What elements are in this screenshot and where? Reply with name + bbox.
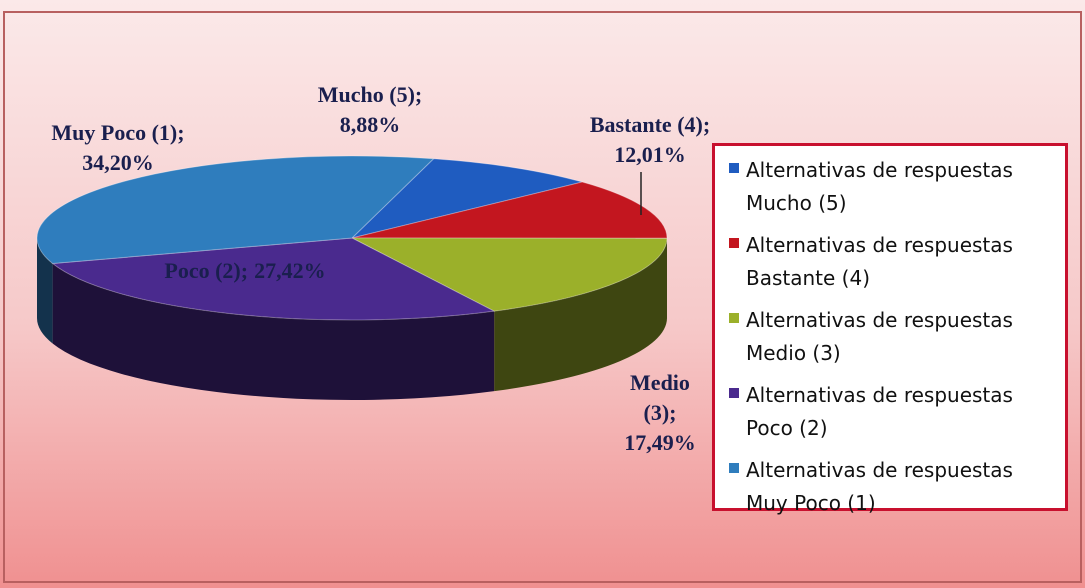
data-label-value: 27,42% [254, 258, 326, 283]
legend-swatch [729, 238, 739, 248]
data-label-value: 34,20% [82, 150, 154, 175]
legend-item: Alternativas de respuestas Medio (3) [729, 304, 1055, 370]
legend-label: Alternativas de respuestas Mucho (5) [746, 158, 1013, 215]
legend-swatch [729, 463, 739, 473]
pie-slice [351, 181, 668, 239]
data-label-category: Bastante (4); [590, 112, 710, 137]
data-label-category: Medio (3); [630, 370, 690, 425]
legend: Alternativas de respuestas Mucho (5) Alte… [712, 143, 1068, 515]
pie-slice [350, 158, 585, 239]
pie-side [52, 263, 495, 400]
plot-border [3, 11, 1082, 583]
pie-side [37, 238, 53, 344]
legend-swatch [729, 388, 739, 398]
legend-label: Alternativas de respuestas Bastante (4) [746, 233, 1013, 290]
data-label: Poco (2); 27,42% [164, 258, 325, 283]
data-label-value: 12,01% [614, 142, 686, 167]
data-label-category: Mucho (5); [318, 82, 422, 107]
legend-item: Alternativas de respuestas Muy Poco (1) [729, 454, 1055, 520]
legend-item: Alternativas de respuestas Mucho (5) [729, 154, 1055, 220]
data-label: Bastante (4); 12,01% [590, 112, 710, 167]
legend-label: Alternativas de respuestas Poco (2) [746, 383, 1013, 440]
data-label-category: Poco (2); [164, 258, 248, 283]
legend-swatch [729, 313, 739, 323]
data-label-value: 17,49% [624, 430, 696, 455]
data-label-category: Muy Poco (1); [51, 120, 184, 145]
data-label: Muy Poco (1); 34,20% [51, 120, 184, 175]
pie-slice [51, 237, 496, 321]
data-label-value: 8,88% [340, 112, 401, 137]
legend-swatch [729, 163, 739, 173]
pie-side [494, 238, 667, 392]
data-label: Medio (3); 17,49% [624, 370, 696, 455]
legend-label: Alternativas de respuestas Muy Poco (1) [746, 458, 1013, 515]
pie-slice [351, 237, 668, 312]
legend-label: Alternativas de respuestas Medio (3) [746, 308, 1013, 365]
legend-item: Alternativas de respuestas Bastante (4) [729, 229, 1055, 295]
data-label: Mucho (5); 8,88% [318, 82, 422, 137]
pie-slice [36, 155, 435, 265]
legend-item: Alternativas de respuestas Poco (2) [729, 379, 1055, 445]
